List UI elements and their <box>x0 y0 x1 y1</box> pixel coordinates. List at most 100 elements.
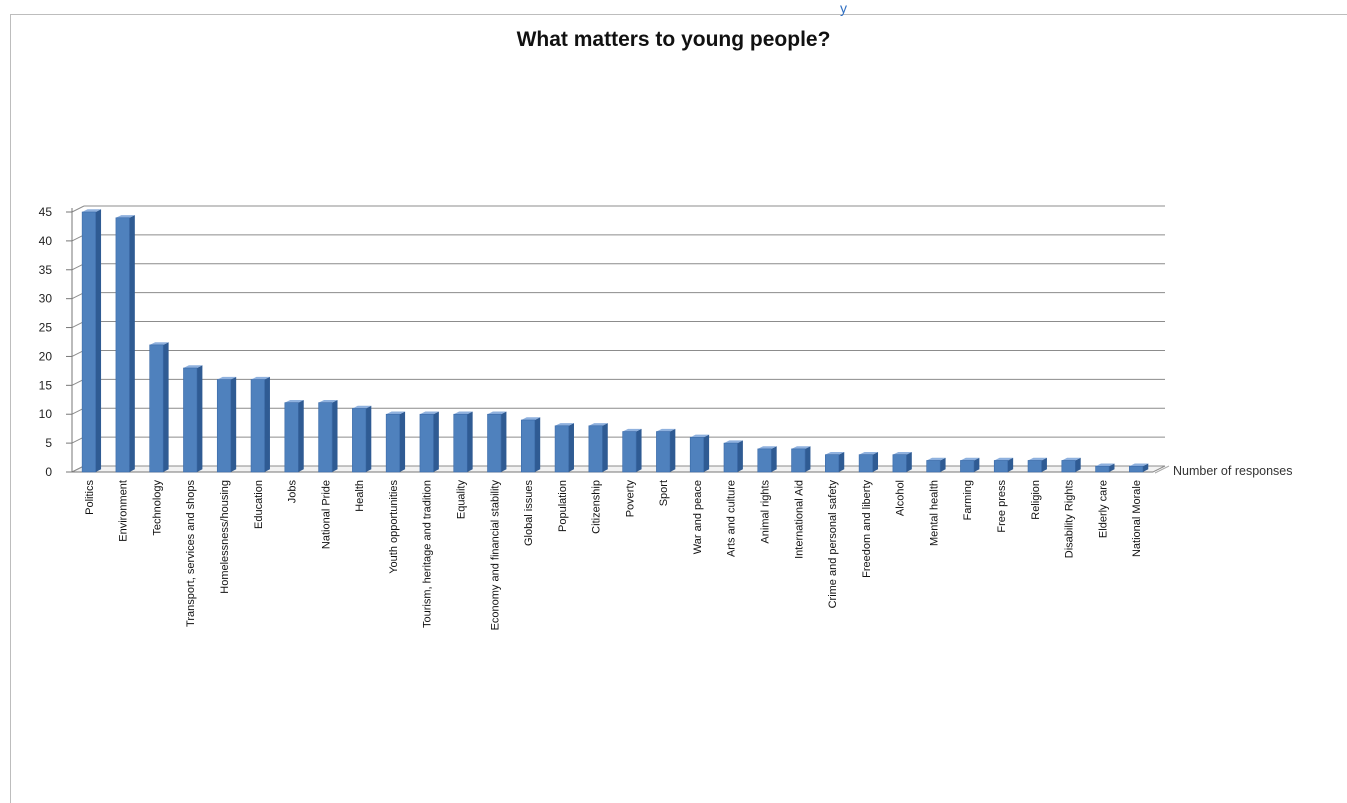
bar <box>757 448 772 473</box>
bar-top <box>352 405 372 409</box>
bar <box>892 454 907 473</box>
bar-side <box>129 215 135 473</box>
bar <box>183 367 198 473</box>
bar-side <box>230 376 237 472</box>
bar-side <box>872 451 879 472</box>
x-tick-label: Jobs <box>287 480 299 504</box>
bar-top <box>892 451 912 455</box>
bar-top <box>791 446 811 449</box>
bar <box>487 413 502 473</box>
bar-top <box>723 440 743 444</box>
bar-side <box>703 434 710 472</box>
x-tick-label: Poverty <box>624 480 636 518</box>
x-tick-label: War and peace <box>692 480 704 554</box>
x-tick-label: Health <box>354 480 366 512</box>
bar <box>520 419 536 473</box>
bar <box>588 425 603 473</box>
gridline-side <box>71 205 85 213</box>
bar-side <box>534 417 541 472</box>
bar-side <box>399 411 406 472</box>
bar-side <box>669 428 676 472</box>
x-tick-label: Disability Rights <box>1064 480 1076 559</box>
bar-side <box>1041 457 1047 472</box>
y-tick-label: 0 <box>45 465 52 479</box>
bar-top <box>757 446 777 449</box>
bar <box>1129 465 1144 473</box>
x-tick-label: Politics <box>84 480 96 515</box>
x-tick-label: Homelessness/housing <box>219 480 231 594</box>
y-tick-label: 35 <box>39 263 53 277</box>
bar-side <box>940 457 946 472</box>
x-tick-label: Animal rights <box>760 480 772 544</box>
bar-side <box>1109 463 1115 472</box>
bar <box>1027 460 1042 473</box>
bar <box>554 425 569 473</box>
bar <box>656 431 671 473</box>
bar-top <box>318 399 338 403</box>
bar-top <box>521 417 541 420</box>
x-tick-label: Arts and culture <box>726 480 738 557</box>
bar-side <box>1075 457 1081 472</box>
bar-top <box>251 376 270 380</box>
bar-side <box>568 423 574 472</box>
bar-top <box>115 215 135 218</box>
bar <box>352 408 367 473</box>
bar-side <box>1007 457 1014 472</box>
bar-side <box>433 411 439 472</box>
bar-top <box>183 365 203 368</box>
bar <box>858 454 873 473</box>
bar-top <box>419 411 439 415</box>
bar-top <box>994 457 1014 461</box>
bar-side <box>805 446 811 472</box>
bar-top <box>1129 463 1149 467</box>
bar-top <box>926 457 946 461</box>
bar <box>216 379 232 473</box>
bar-top <box>555 423 574 426</box>
bar-top <box>859 451 879 455</box>
bar-side <box>264 376 270 472</box>
y-tick-label: 5 <box>45 436 52 450</box>
bar <box>81 211 96 473</box>
y-tick-label: 20 <box>39 349 53 363</box>
y-tick-label: 45 <box>39 205 53 219</box>
x-tick-label: Citizenship <box>591 480 603 534</box>
y-tick-label: 30 <box>39 292 53 306</box>
x-tick-label: Freedom and liberty <box>861 480 873 578</box>
bar-top <box>1095 463 1115 467</box>
bar-top <box>960 457 980 461</box>
bar <box>993 460 1009 473</box>
bar <box>689 437 705 473</box>
bar-top <box>825 451 845 455</box>
x-tick-label: International Aid <box>793 480 805 559</box>
bar <box>960 460 975 473</box>
bar <box>284 402 299 473</box>
bar-top <box>386 411 406 415</box>
bar-side <box>95 209 102 473</box>
bar-top <box>1061 457 1081 461</box>
x-tick-label: Equality <box>455 480 467 520</box>
bar-top <box>1028 457 1047 461</box>
bar-side <box>838 451 845 472</box>
bar <box>453 413 468 473</box>
x-tick-label: Environment <box>118 480 130 542</box>
bar-side <box>737 440 743 472</box>
bar-side <box>501 411 507 472</box>
bar-top <box>690 434 710 438</box>
header-fragment: y <box>840 0 847 16</box>
y-tick-label: 40 <box>39 234 53 248</box>
bar <box>250 379 265 473</box>
bar <box>318 402 333 473</box>
legend-label: Number of responses <box>1173 464 1293 478</box>
bar-side <box>196 365 203 472</box>
bar-top <box>217 376 237 380</box>
x-tick-label: Transport, services and shops <box>185 480 197 627</box>
bar <box>115 217 130 473</box>
y-tick-label: 15 <box>39 378 53 392</box>
bar <box>723 442 738 473</box>
bar-top <box>588 423 608 426</box>
bar-side <box>467 411 473 472</box>
x-tick-label: Sport <box>658 480 670 506</box>
bar-top <box>149 342 169 345</box>
bar-side <box>365 405 372 472</box>
